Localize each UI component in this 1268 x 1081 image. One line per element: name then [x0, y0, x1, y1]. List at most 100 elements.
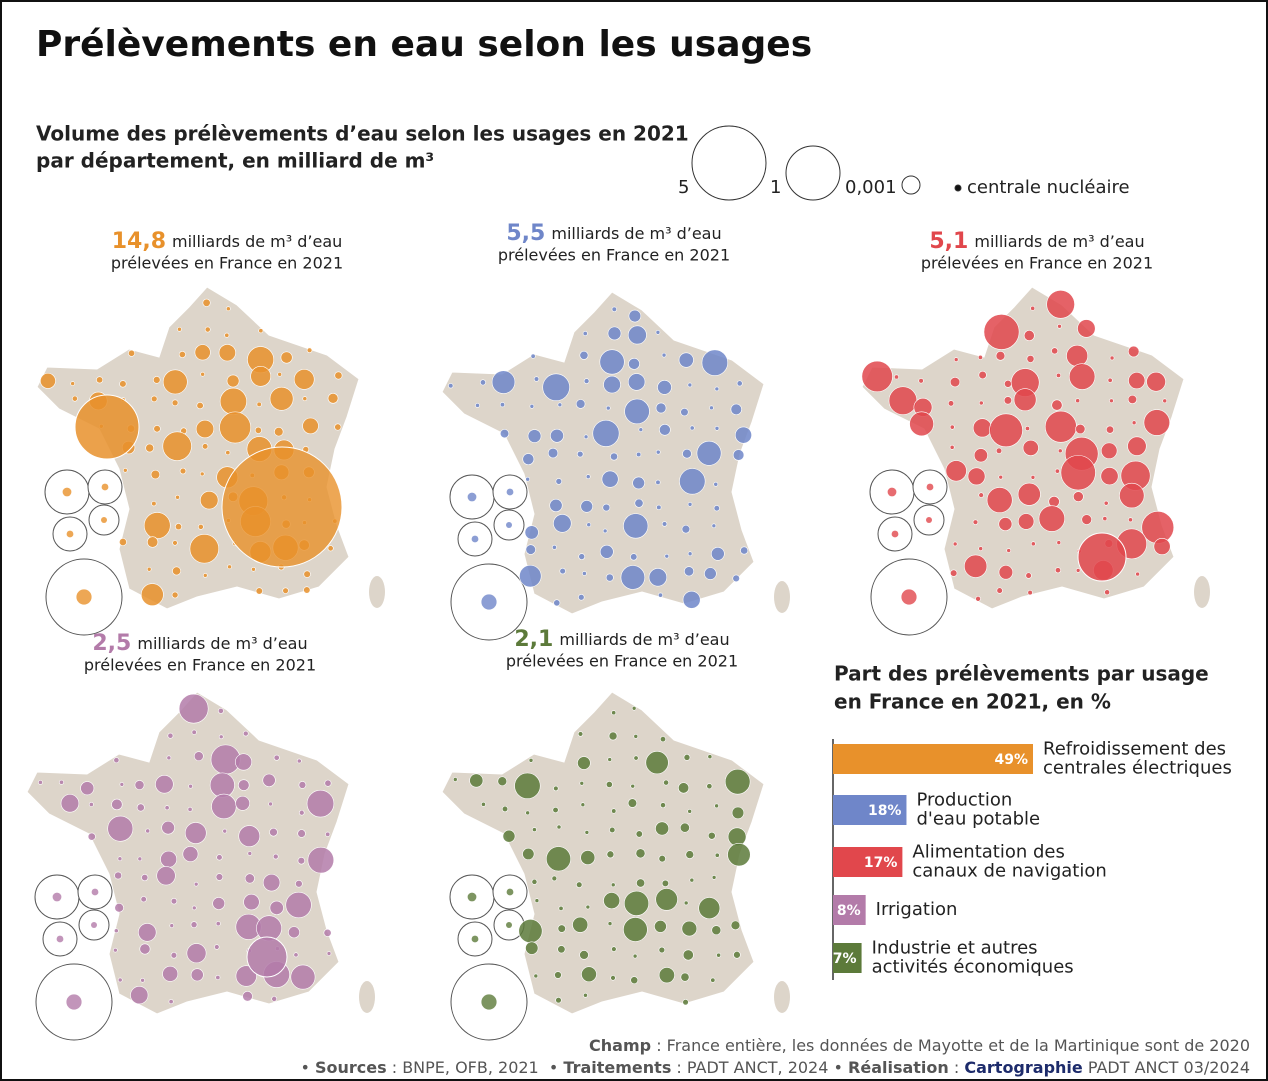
subtitle: par département, en milliard de m³	[36, 149, 434, 173]
department-circle	[1127, 345, 1140, 358]
department-circle	[989, 413, 1023, 448]
department-circle	[978, 492, 984, 498]
department-circle	[636, 878, 646, 888]
department-circle	[177, 326, 182, 332]
department-circle	[689, 425, 695, 431]
category-label: Production	[916, 790, 1012, 811]
department-circle	[730, 920, 741, 931]
department-circle	[557, 402, 563, 408]
department-circle	[524, 525, 539, 540]
department-circle	[1060, 455, 1096, 491]
department-circle	[1068, 363, 1096, 390]
department-circle	[1046, 290, 1075, 319]
bar	[833, 847, 903, 877]
department-circle	[1081, 514, 1092, 525]
department-circle	[307, 846, 335, 874]
map-amount: 5,5	[506, 221, 545, 246]
department-circle	[303, 586, 311, 594]
department-circle	[627, 373, 646, 391]
department-circle	[628, 309, 642, 323]
bar	[833, 943, 862, 973]
category-label: d'eau potable	[916, 809, 1040, 830]
department-circle	[190, 921, 198, 929]
department-circle	[74, 394, 140, 460]
department-circle	[580, 850, 596, 866]
department-circle	[288, 926, 300, 939]
department-circle	[636, 451, 642, 458]
department-circle	[530, 353, 536, 359]
department-circle	[1017, 513, 1035, 530]
chart-title: Part des prélèvements par usage	[834, 662, 1209, 686]
department-circle	[635, 830, 643, 838]
department-circle	[607, 921, 613, 926]
department-circle	[953, 357, 959, 362]
department-circle	[983, 314, 1020, 350]
department-circle	[1017, 482, 1041, 506]
footer-text: •	[300, 1058, 315, 1077]
department-circle	[113, 757, 120, 764]
department-circle	[627, 325, 647, 345]
department-circle	[140, 583, 164, 606]
department-circle	[628, 357, 640, 370]
department-circle	[714, 852, 720, 858]
inset-circle	[471, 535, 479, 543]
department-circle	[601, 470, 619, 488]
department-circle	[238, 825, 261, 847]
department-circle	[151, 501, 157, 507]
department-circle	[635, 848, 646, 859]
department-circle	[501, 805, 509, 813]
department-circle	[730, 403, 742, 416]
department-circle	[607, 757, 613, 762]
department-circle	[714, 386, 720, 392]
bar-value-label: 17%	[864, 855, 898, 871]
department-circle	[1056, 372, 1062, 378]
department-circle	[996, 587, 1003, 594]
department-circle	[711, 523, 717, 529]
department-circle	[528, 758, 534, 763]
inset-circle	[506, 488, 514, 496]
department-circle	[113, 928, 119, 934]
department-circle	[687, 551, 693, 557]
department-circle	[634, 498, 644, 508]
bar	[833, 795, 907, 825]
department-circle	[657, 380, 672, 395]
department-circle	[522, 453, 535, 466]
department-circle	[87, 832, 96, 841]
department-circle	[645, 751, 669, 775]
department-circle	[579, 950, 589, 960]
department-circle	[518, 918, 543, 944]
department-circle	[191, 729, 197, 735]
department-circle	[682, 590, 701, 609]
department-circle	[888, 386, 918, 415]
department-circle	[557, 924, 566, 933]
department-circle	[701, 349, 729, 376]
department-circle	[209, 772, 235, 798]
department-circle	[582, 331, 588, 336]
department-circle	[172, 540, 178, 546]
department-circle	[655, 449, 661, 455]
department-circle	[1038, 505, 1066, 532]
nuclear-dot	[954, 184, 962, 192]
department-circle	[714, 803, 719, 809]
department-circle	[575, 399, 586, 409]
department-circle	[246, 936, 288, 978]
department-circle	[215, 921, 221, 927]
department-circle	[140, 896, 147, 903]
department-circle	[683, 754, 691, 761]
department-circle	[226, 374, 240, 388]
department-circle	[727, 842, 751, 867]
department-circle	[202, 573, 208, 578]
department-circle	[582, 571, 587, 576]
department-circle	[244, 873, 255, 884]
department-circle	[631, 705, 637, 711]
department-circle	[542, 373, 570, 402]
department-circle	[224, 332, 230, 338]
department-circle	[950, 569, 958, 577]
department-circle	[280, 351, 293, 364]
department-circle	[162, 431, 192, 461]
department-circle	[262, 773, 276, 787]
department-circle	[219, 411, 252, 444]
department-circle	[130, 986, 149, 1005]
department-circle	[152, 376, 161, 384]
department-circle	[155, 775, 174, 794]
